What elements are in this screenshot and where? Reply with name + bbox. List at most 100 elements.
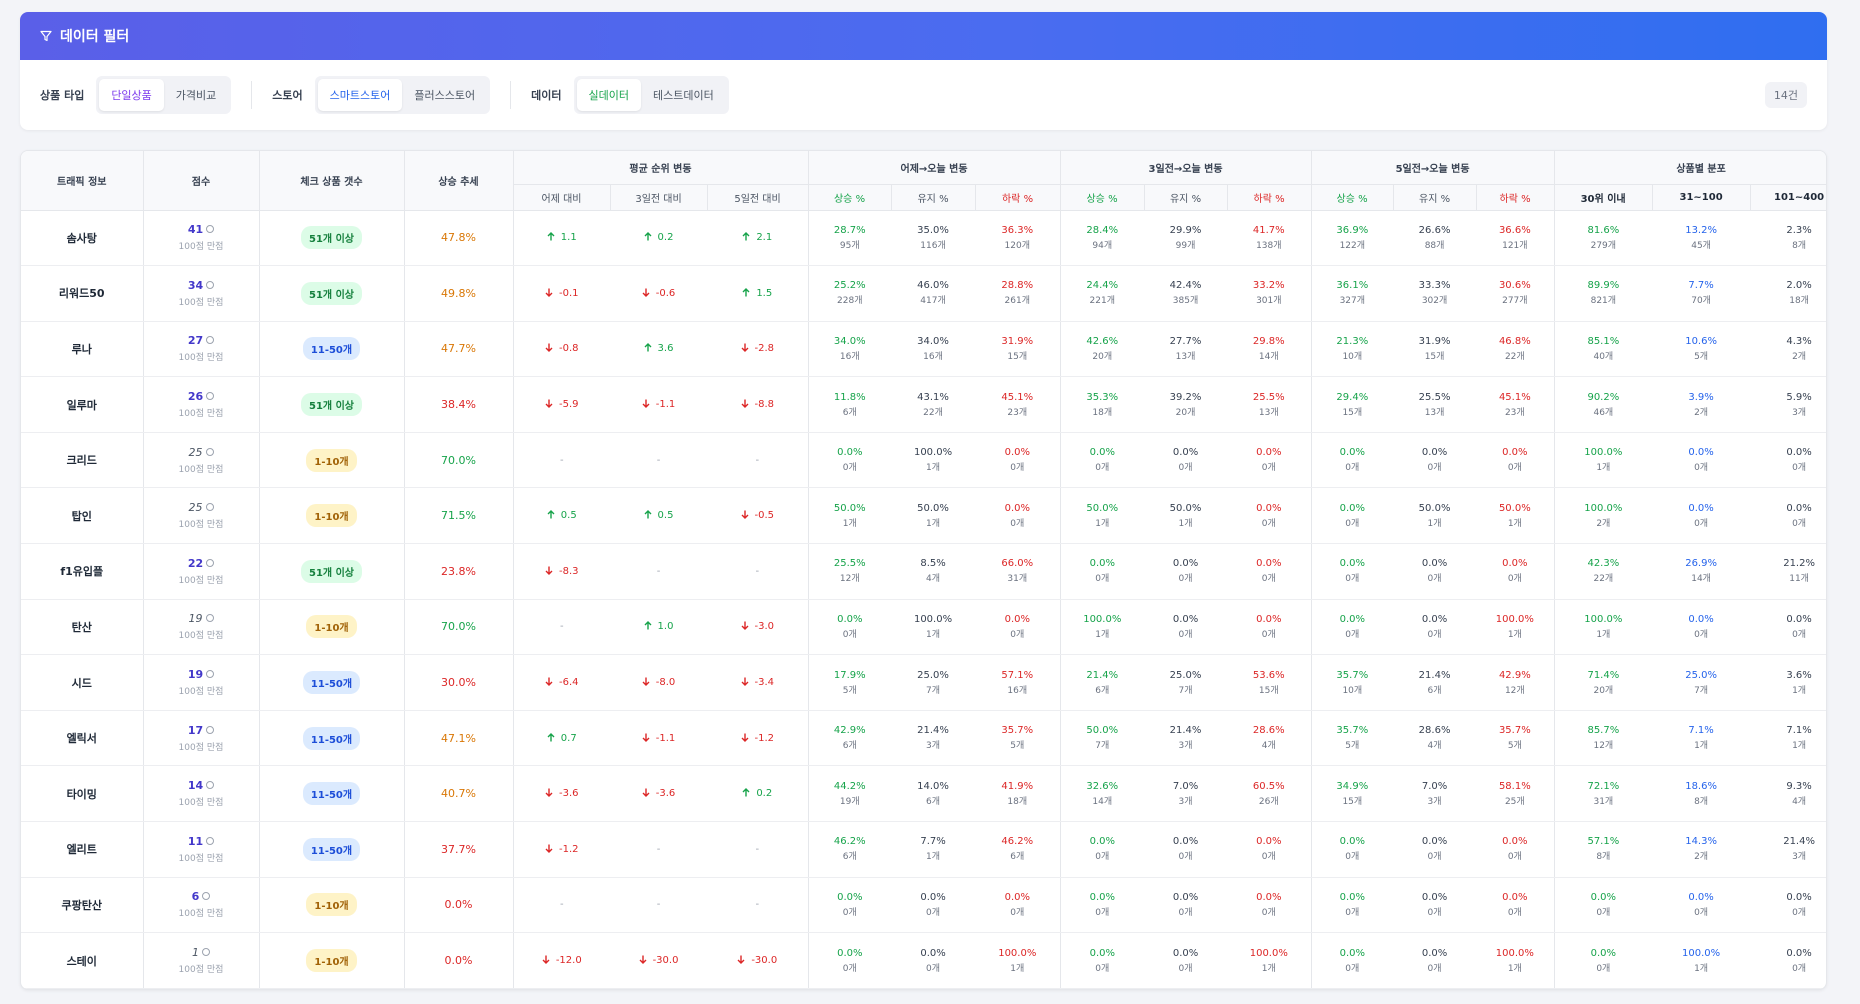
stat-percent: 7.1%: [1786, 725, 1812, 737]
stat-percent: 0.0%: [1339, 558, 1366, 570]
table-row[interactable]: 엘릭서 17 100점 만점 11-50개 47.1% 0.7 -1.1 -1.2 42.9% 6…: [21, 710, 1826, 767]
info-icon[interactable]: [206, 225, 215, 234]
stat-percent: 25.2%: [833, 280, 866, 292]
stat-count: 20개: [1092, 351, 1113, 362]
rank-change-cell: -: [707, 821, 809, 878]
filter-option-button[interactable]: 스마트스토어: [317, 79, 403, 111]
y-stat-cell: 28.7% 95개: [808, 210, 892, 267]
stat-percent: 42.9%: [1498, 669, 1531, 681]
info-icon[interactable]: [206, 836, 215, 845]
info-icon[interactable]: [205, 447, 214, 456]
f-stat-cell: 58.1% 25개: [1476, 765, 1555, 823]
rank-change-cell: 3.6: [610, 321, 707, 378]
score-value: 17: [187, 723, 204, 737]
rank-change-value: -: [755, 899, 760, 911]
stat-count: 26개: [1258, 796, 1279, 807]
dist-stat-cell: 13.2% 45개: [1652, 210, 1751, 267]
table-row[interactable]: 탄산 19 100점 만점 1-10개 70.0% - 1.0 -3.0 0.0% 0개 100.0…: [21, 599, 1826, 656]
t-stat-cell: 0.0% 0개: [1144, 821, 1228, 878]
check-count-badge: 51개 이상: [301, 559, 362, 583]
filter-option-button[interactable]: 테스트데이터: [652, 89, 714, 102]
t-stat-cell: 0.0% 0개: [1227, 599, 1312, 656]
data-filter-panel: 데이터 필터 상품 타입 단일상품 가격비교 스토어 스마트스토어 플러스스토어 데이터 실데…: [20, 12, 1827, 130]
stat-percent: 7.0%: [1421, 780, 1448, 792]
y-stat-cell: 0.0% 0개: [891, 877, 976, 934]
stat-count: 116개: [920, 240, 946, 251]
t-stat-cell: 39.2% 20개: [1144, 376, 1228, 433]
stat-percent: 0.0%: [1089, 891, 1115, 903]
filter-option-button[interactable]: 가격비교: [175, 89, 217, 102]
table-row[interactable]: 탑인 25 100점 만점 1-10개 71.5% 0.5 0.5 -0.5 50.0% 1개 50…: [21, 487, 1826, 545]
table-row[interactable]: 크리드 25 100점 만점 1-10개 70.0% - - - 0.0% 0개 100.0% 1개 0…: [21, 432, 1826, 489]
info-icon[interactable]: [206, 670, 215, 679]
score-max-label: 100점 만점: [178, 353, 224, 364]
table-row[interactable]: 시드 19 100점 만점 11-50개 30.0% -6.4 -8.0 -3.4 17.9% 5…: [21, 654, 1826, 711]
rise-trend-value: 70.0%: [404, 599, 514, 656]
y-stat-cell: 25.0% 7개: [891, 654, 976, 711]
rank-change-cell: -: [610, 432, 707, 489]
traffic-name: 엘리트: [21, 821, 144, 878]
info-icon[interactable]: [206, 336, 215, 345]
info-icon[interactable]: [206, 280, 215, 289]
header-avg-rank: 평균 순위 변동: [513, 151, 809, 185]
stat-percent: 57.1%: [1587, 836, 1620, 848]
f-stat-cell: 0.0% 0개: [1393, 599, 1477, 656]
table-row[interactable]: f1유입플 22 100점 만점 51개 이상 23.8% -8.3 - - 25.5% 12개 8…: [21, 543, 1826, 600]
info-icon[interactable]: [206, 781, 215, 790]
rank-change-value: -1.1: [655, 399, 676, 411]
stat-percent: 30.6%: [1498, 280, 1531, 292]
info-icon[interactable]: [205, 614, 214, 623]
table-row[interactable]: 리워드50 34 100점 만점 51개 이상 49.8% -0.1 -0.6 1.5 25.2…: [21, 265, 1826, 322]
y-stat-cell: 42.9% 6개: [808, 710, 892, 767]
traffic-table-body: 솜사탕 41 100점 만점 51개 이상 47.8% 1.1 0.2 2.1 28.7% 95개…: [21, 210, 1826, 989]
stat-count: 22개: [923, 407, 943, 418]
table-row[interactable]: 루나 27 100점 만점 11-50개 47.7% -0.8 3.6 -2.8 34.0% 16…: [21, 321, 1826, 378]
y-stat-cell: 66.0% 31개: [975, 543, 1061, 600]
y-stat-cell: 25.2% 228개: [808, 265, 892, 322]
stat-count: 13개: [1258, 407, 1279, 418]
rank-change-cell: 1.5: [707, 265, 809, 322]
info-icon[interactable]: [206, 392, 215, 401]
table-row[interactable]: 솜사탕 41 100점 만점 51개 이상 47.8% 1.1 0.2 2.1 28.7% 95개…: [21, 210, 1826, 267]
info-icon[interactable]: [202, 948, 210, 957]
arrow-down-icon: [545, 399, 553, 409]
table-row[interactable]: 스테이 1 100점 만점 1-10개 0.0% -12.0 -30.0 -30.0 0.0% 0…: [21, 932, 1826, 989]
stat-percent: 50.0%: [1498, 502, 1531, 514]
table-row[interactable]: 일루마 26 100점 만점 51개 이상 38.4% -5.9 -1.1 -8.8 11.8%…: [21, 376, 1826, 433]
info-icon[interactable]: [206, 558, 215, 567]
stat-percent: 35.3%: [1086, 391, 1119, 403]
t-stat-cell: 100.0% 1개: [1227, 932, 1312, 989]
check-count-badge: 1-10개: [306, 949, 357, 973]
info-icon[interactable]: [205, 503, 214, 512]
info-icon[interactable]: [206, 725, 215, 734]
rise-trend-value: 47.7%: [404, 321, 514, 378]
t-stat-cell: 29.9% 99개: [1144, 210, 1228, 267]
filter-option-button[interactable]: 단일상품: [99, 79, 164, 111]
filter-option-button[interactable]: 실데이터: [576, 79, 641, 111]
t-stat-cell: 21.4% 3개: [1144, 710, 1228, 767]
score-max-label: 100점 만점: [178, 687, 224, 698]
f-stat-cell: 7.0% 3개: [1393, 765, 1477, 823]
stat-percent: 100.0%: [1584, 613, 1623, 625]
stat-percent: 39.2%: [1169, 391, 1202, 403]
f-stat-cell: 0.0% 0개: [1393, 432, 1477, 489]
y-stat-cell: 25.5% 12개: [808, 543, 892, 600]
t-stat-cell: 0.0% 0개: [1227, 821, 1312, 878]
stat-count: 4개: [1792, 796, 1807, 807]
filter-option-button[interactable]: 플러스스토어: [414, 89, 476, 102]
stat-count: 2개: [1694, 852, 1709, 863]
info-icon[interactable]: [202, 892, 211, 901]
t-stat-cell: 41.7% 138개: [1227, 210, 1312, 267]
stat-count: 0개: [1178, 907, 1193, 918]
table-row[interactable]: 쿠팡탄산 6 100점 만점 1-10개 0.0% - - -0.0% 0개 0.0% 0개 0.0%…: [21, 877, 1826, 934]
stat-count: 3개: [1792, 407, 1807, 418]
stat-percent: 34.9%: [1336, 780, 1369, 792]
rank-change-value: -1.1: [655, 732, 676, 744]
subheader-dist-31-100: 31~100: [1652, 184, 1751, 211]
table-row[interactable]: 엘리트 11 100점 만점 11-50개 37.7% -1.2 - - 46.2% 6개 7.7%…: [21, 821, 1826, 878]
dist-stat-cell: 9.3% 4개: [1750, 765, 1826, 823]
rank-change-value: 1.1: [560, 232, 577, 244]
filter-title: 데이터 필터: [60, 29, 130, 45]
table-row[interactable]: 타이밍 14 100점 만점 11-50개 40.7% -3.6 -3.6 0.2 44.2% 1…: [21, 765, 1826, 823]
rank-change-value: -30.0: [652, 955, 679, 967]
